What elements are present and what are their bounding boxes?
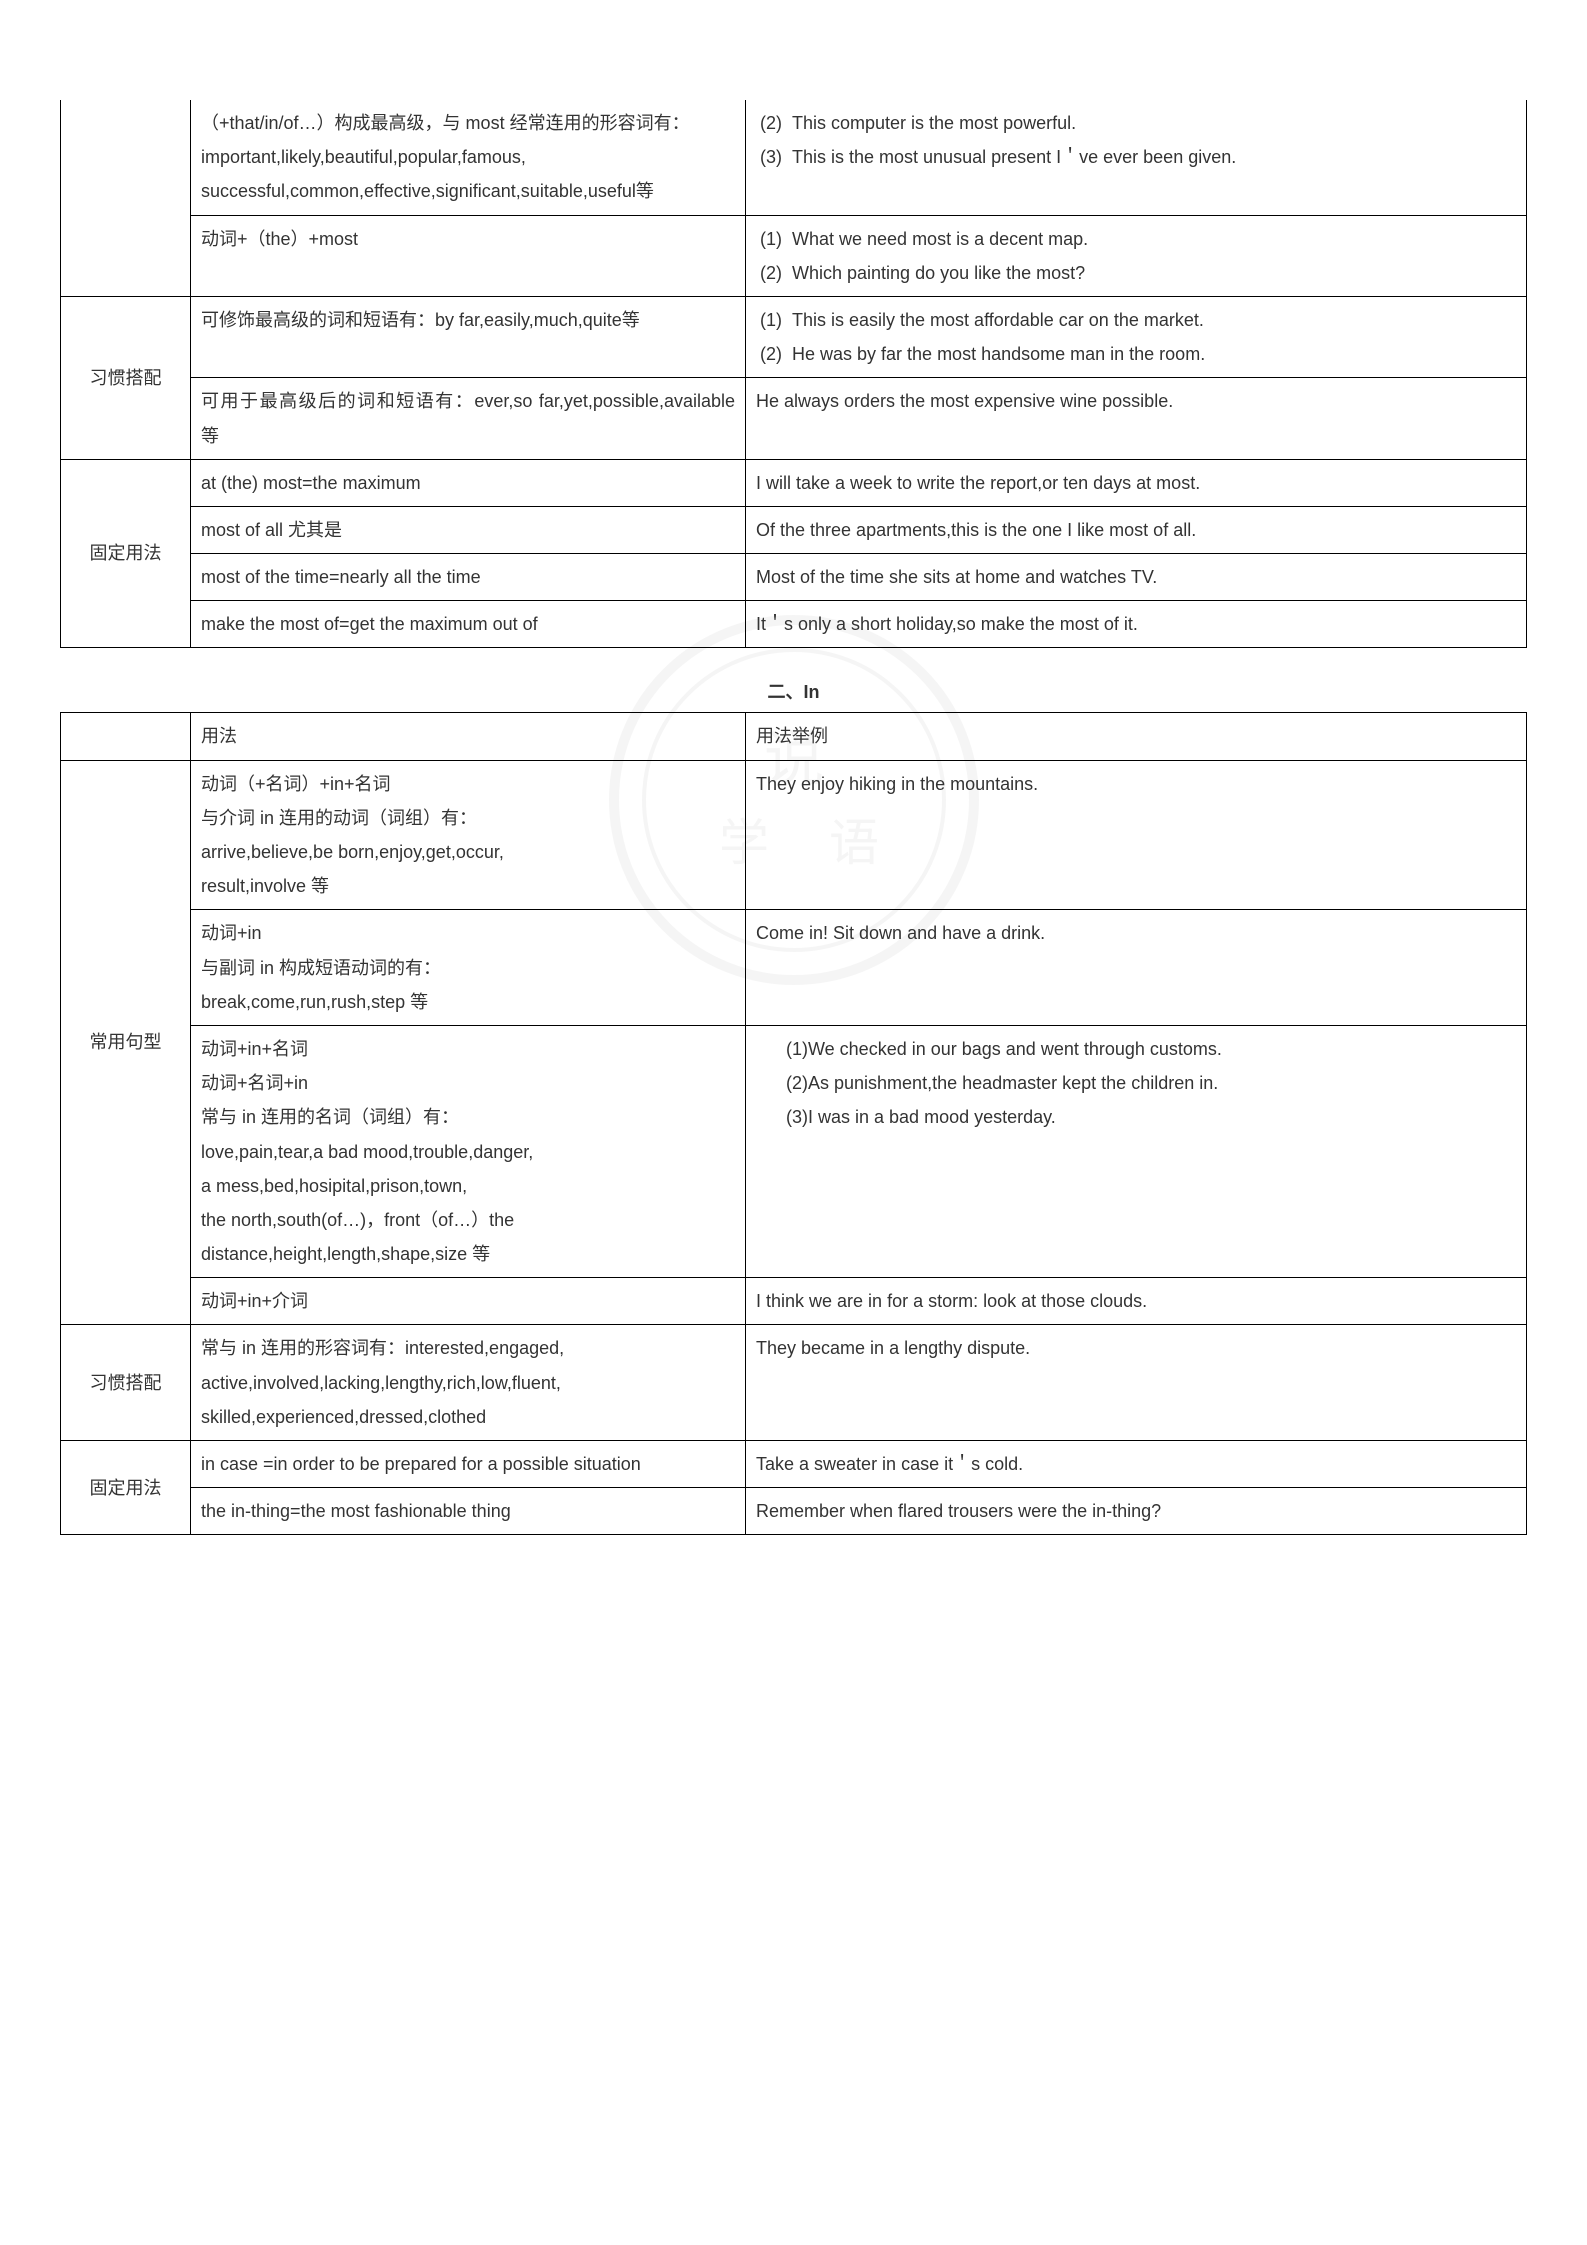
usage-line: 动词+in+名词: [201, 1032, 735, 1066]
header-example: 用法举例: [746, 713, 1527, 760]
example-text: We checked in our bags and went through …: [808, 1032, 1516, 1066]
usage-cell: （+that/in/of…）构成最高级，与 most 经常连用的形容词有：imp…: [191, 100, 746, 215]
example-cell: Remember when flared trousers were the i…: [746, 1488, 1527, 1535]
usage-cell: 动词+in+介词: [191, 1278, 746, 1325]
example-number: (1): [756, 1032, 808, 1066]
usage-line: 常与 in 连用的名词（词组）有：: [201, 1100, 735, 1134]
example-number: (2): [756, 106, 792, 140]
usage-line: break,come,run,rush,step 等: [201, 985, 735, 1019]
table-row: 动词+in与副词 in 构成短语动词的有：break,come,run,rush…: [61, 910, 1527, 1026]
example-cell: I think we are in for a storm: look at t…: [746, 1278, 1527, 1325]
category-label: 习惯搭配: [61, 1325, 191, 1441]
grammar-table-1: （+that/in/of…）构成最高级，与 most 经常连用的形容词有：imp…: [60, 100, 1527, 648]
example-cell: He always orders the most expensive wine…: [746, 378, 1527, 459]
section-title-in: 二、In: [60, 678, 1527, 704]
usage-line: the north,south(of…)，front（of…）the: [201, 1203, 735, 1237]
example-number: (2): [756, 1066, 808, 1100]
category-label: 固定用法: [61, 459, 191, 648]
example-number: (1): [756, 303, 792, 337]
table-row: the in-thing=the most fashionable thingR…: [61, 1488, 1527, 1535]
usage-cell: 可修饰最高级的词和短语有：by far,easily,much,quite等: [191, 296, 746, 377]
usage-line: 常与 in 连用的形容词有：interested,engaged,: [201, 1331, 735, 1365]
table-row: 动词+in+名词动词+名词+in常与 in 连用的名词（词组）有：love,pa…: [61, 1025, 1527, 1277]
usage-cell: most of all 尤其是: [191, 506, 746, 553]
category-label: 固定用法: [61, 1441, 191, 1535]
table-row: 固定用法at (the) most=the maximumI will take…: [61, 459, 1527, 506]
example-cell: (1)This is easily the most affordable ca…: [746, 296, 1527, 377]
example-cell: Take a sweater in case it＇s cold.: [746, 1441, 1527, 1488]
table-row: most of all 尤其是Of the three apartments,t…: [61, 506, 1527, 553]
usage-line: 与副词 in 构成短语动词的有：: [201, 951, 735, 985]
usage-cell: 动词（+名词）+in+名词与介词 in 连用的动词（词组）有：arrive,be…: [191, 760, 746, 910]
example-text: I was in a bad mood yesterday.: [808, 1100, 1516, 1134]
usage-cell: 常与 in 连用的形容词有：interested,engaged,active,…: [191, 1325, 746, 1441]
example-cell: (1)What we need most is a decent map.(2)…: [746, 215, 1527, 296]
table-row: most of the time=nearly all the timeMost…: [61, 554, 1527, 601]
usage-cell: most of the time=nearly all the time: [191, 554, 746, 601]
example-cell: They enjoy hiking in the mountains.: [746, 760, 1527, 910]
category-label: 习惯搭配: [61, 296, 191, 459]
usage-line: distance,height,length,shape,size 等: [201, 1237, 735, 1271]
example-cell: They became in a lengthy dispute.: [746, 1325, 1527, 1441]
example-number: (2): [756, 337, 792, 371]
example-number: (1): [756, 222, 792, 256]
usage-cell: in case =in order to be prepared for a p…: [191, 1441, 746, 1488]
usage-line: 动词+in: [201, 916, 735, 950]
usage-line: a mess,bed,hosipital,prison,town,: [201, 1169, 735, 1203]
example-text: He was by far the most handsome man in t…: [792, 337, 1516, 371]
example-number: (3): [756, 1100, 808, 1134]
example-cell: Most of the time she sits at home and wa…: [746, 554, 1527, 601]
example-cell: (1)We checked in our bags and went throu…: [746, 1025, 1527, 1277]
example-text: This computer is the most powerful.: [792, 106, 1516, 140]
category-label: [61, 100, 191, 296]
usage-line: result,involve 等: [201, 869, 735, 903]
example-text: This is the most unusual present I＇ve ev…: [792, 140, 1516, 174]
table-row: 动词+（the）+most(1)What we need most is a d…: [61, 215, 1527, 296]
usage-line: active,involved,lacking,lengthy,rich,low…: [201, 1366, 735, 1400]
usage-line: arrive,believe,be born,enjoy,get,occur,: [201, 835, 735, 869]
grammar-table-2: 用法用法举例常用句型动词（+名词）+in+名词与介词 in 连用的动词（词组）有…: [60, 712, 1527, 1535]
usage-line: skilled,experienced,dressed,clothed: [201, 1400, 735, 1434]
usage-cell: 动词+（the）+most: [191, 215, 746, 296]
example-text: What we need most is a decent map.: [792, 222, 1516, 256]
usage-cell: make the most of=get the maximum out of: [191, 601, 746, 648]
table-row: 可用于最高级后的词和短语有：ever,so far,yet,possible,a…: [61, 378, 1527, 459]
example-cell: It＇s only a short holiday,so make the mo…: [746, 601, 1527, 648]
usage-line: love,pain,tear,a bad mood,trouble,danger…: [201, 1135, 735, 1169]
usage-line: 与介词 in 连用的动词（词组）有：: [201, 801, 735, 835]
example-text: Which painting do you like the most?: [792, 256, 1516, 290]
header-usage: 用法: [191, 713, 746, 760]
example-cell: Of the three apartments,this is the one …: [746, 506, 1527, 553]
example-cell: I will take a week to write the report,o…: [746, 459, 1527, 506]
usage-cell: 动词+in+名词动词+名词+in常与 in 连用的名词（词组）有：love,pa…: [191, 1025, 746, 1277]
example-cell: Come in! Sit down and have a drink.: [746, 910, 1527, 1026]
table-row: 动词+in+介词I think we are in for a storm: l…: [61, 1278, 1527, 1325]
example-text: As punishment,the headmaster kept the ch…: [808, 1066, 1516, 1100]
usage-cell: the in-thing=the most fashionable thing: [191, 1488, 746, 1535]
usage-cell: 可用于最高级后的词和短语有：ever,so far,yet,possible,a…: [191, 378, 746, 459]
usage-line: 动词（+名词）+in+名词: [201, 767, 735, 801]
table-row: 常用句型动词（+名词）+in+名词与介词 in 连用的动词（词组）有：arriv…: [61, 760, 1527, 910]
usage-cell: at (the) most=the maximum: [191, 459, 746, 506]
table-row: make the most of=get the maximum out ofI…: [61, 601, 1527, 648]
example-number: (3): [756, 140, 792, 174]
table-header-row: 用法用法举例: [61, 713, 1527, 760]
table-row: 习惯搭配常与 in 连用的形容词有：interested,engaged,act…: [61, 1325, 1527, 1441]
table-row: 习惯搭配可修饰最高级的词和短语有：by far,easily,much,quit…: [61, 296, 1527, 377]
usage-line: 动词+名词+in: [201, 1066, 735, 1100]
category-label: 常用句型: [61, 760, 191, 1325]
example-number: (2): [756, 256, 792, 290]
example-text: This is easily the most affordable car o…: [792, 303, 1516, 337]
table-row: 固定用法in case =in order to be prepared for…: [61, 1441, 1527, 1488]
example-cell: (2)This computer is the most powerful.(3…: [746, 100, 1527, 215]
table-row: （+that/in/of…）构成最高级，与 most 经常连用的形容词有：imp…: [61, 100, 1527, 215]
header-label: [61, 713, 191, 760]
usage-cell: 动词+in与副词 in 构成短语动词的有：break,come,run,rush…: [191, 910, 746, 1026]
